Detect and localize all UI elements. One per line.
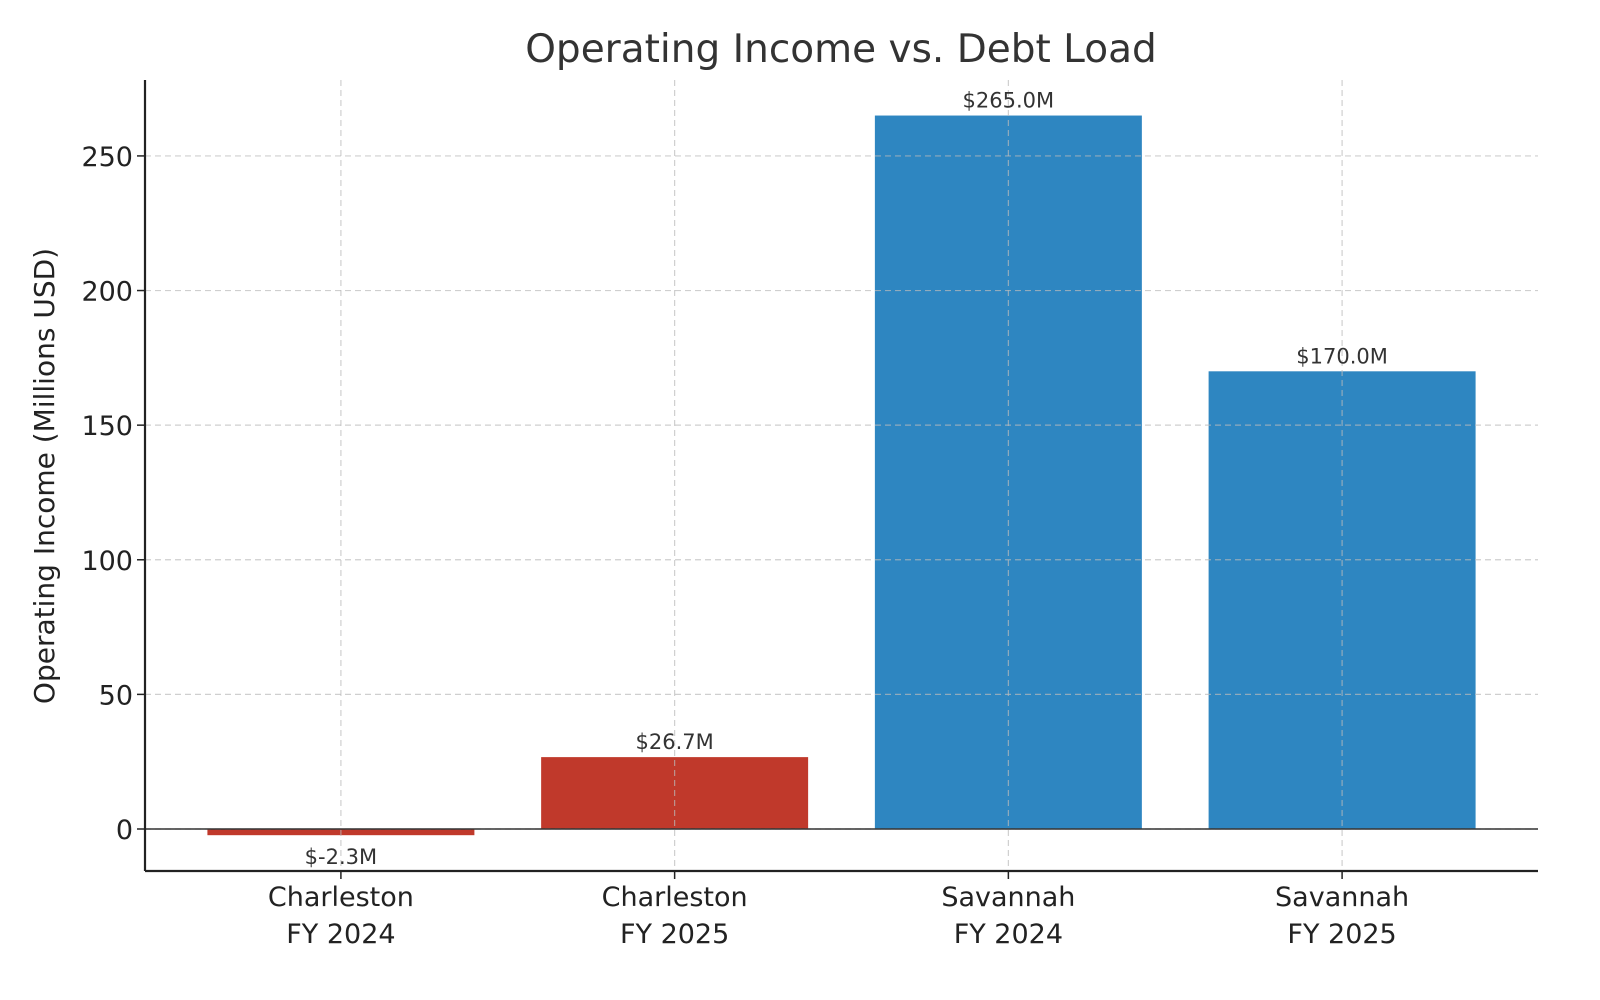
y-axis-label: Operating Income (Millions USD) xyxy=(28,248,61,704)
data-label: $-2.3M xyxy=(305,845,377,869)
x-tick-label: Charleston xyxy=(268,882,414,913)
y-tick-label: 100 xyxy=(81,546,133,577)
chart-title: Operating Income vs. Debt Load xyxy=(525,27,1157,72)
data-label: $26.7M xyxy=(636,730,714,754)
x-tick-label: FY 2024 xyxy=(954,919,1063,950)
x-tick-label: FY 2024 xyxy=(286,919,395,950)
data-label: $265.0M xyxy=(963,89,1055,113)
data-label: $170.0M xyxy=(1296,344,1388,368)
y-tick-label: 250 xyxy=(81,142,133,173)
x-tick-label: FY 2025 xyxy=(620,919,729,950)
x-tick-label: FY 2025 xyxy=(1287,919,1396,950)
y-tick-label: 200 xyxy=(81,277,133,308)
x-tick-label: Savannah xyxy=(941,882,1075,913)
y-tick-label: 50 xyxy=(99,680,133,711)
x-tick-label: Savannah xyxy=(1275,882,1409,913)
y-tick-label: 0 xyxy=(116,815,133,846)
y-tick-label: 150 xyxy=(81,411,133,442)
x-tick-label: Charleston xyxy=(602,882,748,913)
